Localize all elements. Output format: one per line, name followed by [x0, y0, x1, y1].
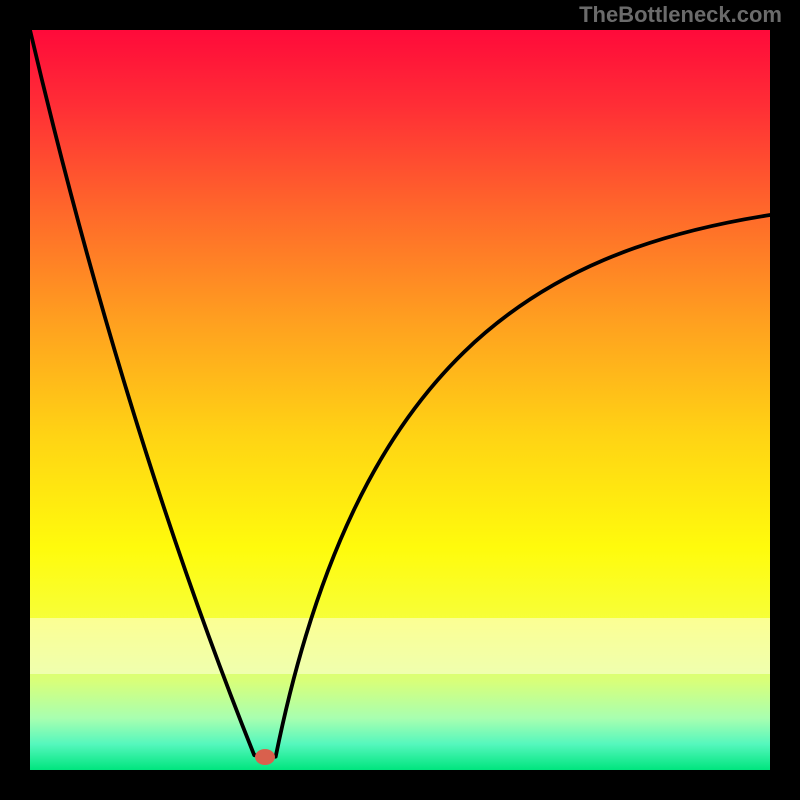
curve-path [30, 30, 770, 757]
chart-frame: TheBottleneck.com [0, 0, 800, 800]
plot-area [30, 30, 770, 770]
watermark-text: TheBottleneck.com [579, 2, 782, 28]
bottleneck-curve [30, 30, 770, 770]
